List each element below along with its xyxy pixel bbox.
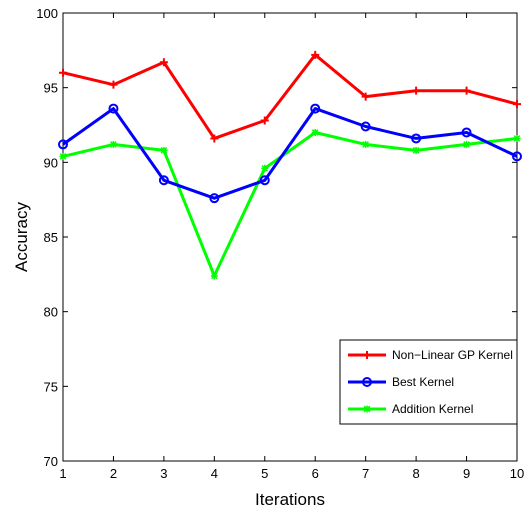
x-tick-label: 9	[463, 466, 470, 481]
y-tick-label: 90	[44, 155, 58, 170]
data-point	[363, 405, 371, 413]
data-point	[259, 175, 270, 186]
data-point	[59, 152, 67, 160]
x-axis-label: Iterations	[255, 490, 325, 509]
x-tick-label: 6	[312, 466, 319, 481]
series-2	[59, 128, 521, 280]
data-point	[462, 86, 471, 95]
y-tick-label: 85	[44, 230, 58, 245]
legend-entry: Addition Kernel	[392, 402, 473, 416]
data-point	[210, 272, 218, 280]
x-tick-label: 7	[362, 466, 369, 481]
x-tick-label: 1	[59, 466, 66, 481]
data-point	[210, 134, 219, 143]
data-point	[362, 140, 370, 148]
y-tick-label: 75	[44, 379, 58, 394]
data-point	[209, 193, 220, 204]
data-point	[311, 128, 319, 136]
x-tick-label: 4	[211, 466, 218, 481]
x-tick-label: 8	[412, 466, 419, 481]
series-line	[62, 131, 518, 278]
data-point	[513, 100, 521, 109]
data-point	[109, 80, 118, 89]
y-axis-label: Accuracy	[12, 202, 31, 272]
data-point	[311, 50, 320, 59]
series-line	[62, 107, 518, 200]
x-tick-label: 2	[110, 466, 117, 481]
x-tick-label: 3	[160, 466, 167, 481]
series-layer	[58, 50, 522, 280]
axis-ticks: 1 2 3 4 5 6 7 8 9 10 70 75 80 85 90 95 100	[36, 6, 524, 481]
data-point	[361, 92, 370, 101]
legend-entry: Best Kernel	[392, 375, 454, 389]
y-tick-label: 80	[44, 305, 58, 320]
x-tick-label: 5	[261, 466, 268, 481]
data-point	[362, 377, 372, 387]
data-point	[108, 103, 119, 114]
data-point	[158, 175, 169, 186]
data-point	[59, 68, 67, 77]
data-point	[58, 139, 68, 150]
data-point	[463, 140, 471, 148]
y-tick-label: 95	[44, 81, 58, 96]
data-point	[360, 121, 371, 132]
legend: Non−Linear GP Kernel Best Kernel Addition …	[339, 339, 518, 425]
y-tick-label: 100	[36, 6, 58, 21]
data-point	[461, 127, 472, 138]
data-point	[160, 146, 168, 154]
data-point	[159, 58, 168, 67]
data-point	[513, 134, 521, 142]
data-point	[412, 86, 421, 95]
data-point	[261, 164, 269, 172]
data-point	[260, 116, 269, 125]
y-tick-label: 70	[44, 454, 58, 469]
data-point	[109, 140, 117, 148]
data-point	[412, 146, 420, 154]
series-line	[62, 53, 518, 140]
data-point	[512, 151, 522, 162]
data-point	[310, 103, 321, 114]
series-0	[59, 50, 521, 143]
legend-entry: Non−Linear GP Kernel	[392, 348, 513, 362]
series-1	[58, 103, 522, 204]
data-point	[411, 133, 422, 144]
data-point	[363, 351, 371, 359]
x-tick-label: 10	[510, 466, 524, 481]
